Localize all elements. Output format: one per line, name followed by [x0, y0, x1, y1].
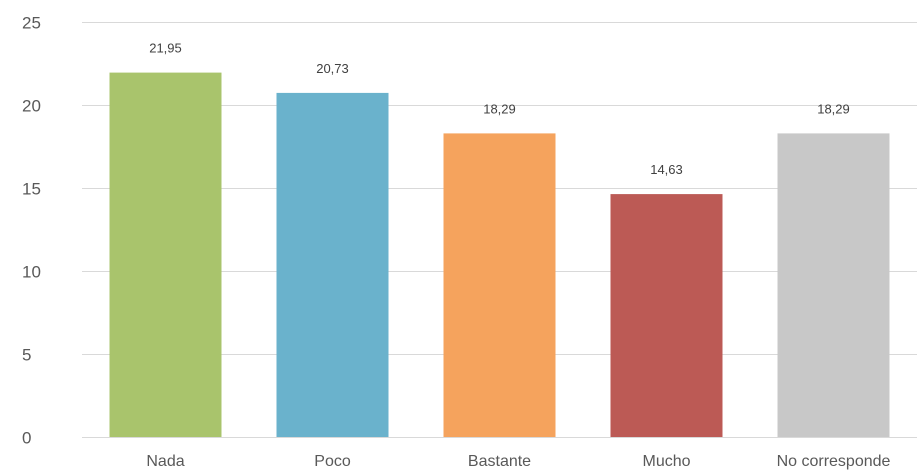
- data-label-bastante: 18,29: [483, 101, 516, 116]
- data-label-no-corresponde: 18,29: [817, 101, 850, 116]
- bar-nada: [109, 72, 222, 437]
- data-labels: 21,95 20,73 18,29 14,63 18,29: [149, 41, 850, 178]
- y-axis-tick-labels: 0 5 10 15 20 25: [22, 14, 41, 448]
- bar-mucho: [610, 194, 723, 437]
- category-label-nada: Nada: [146, 453, 184, 470]
- y-tick-label-0: 0: [22, 429, 31, 448]
- y-tick-label-10: 10: [22, 263, 41, 282]
- y-tick-label-5: 5: [22, 346, 31, 365]
- bar-no-corresponde: [777, 133, 890, 437]
- category-label-poco: Poco: [314, 453, 351, 470]
- y-tick-label-20: 20: [22, 97, 41, 116]
- y-tick-label-25: 25: [22, 14, 41, 33]
- x-axis-category-labels: Nada Poco Bastante Mucho No corresponde: [146, 453, 890, 470]
- data-label-poco: 20,73: [316, 61, 349, 76]
- category-label-bastante: Bastante: [468, 453, 531, 470]
- y-tick-label-15: 15: [22, 180, 41, 199]
- data-label-nada: 21,95: [149, 41, 182, 56]
- bar-bastante: [443, 133, 556, 437]
- data-label-mucho: 14,63: [650, 162, 683, 177]
- bar-poco: [276, 92, 389, 438]
- category-label-mucho: Mucho: [642, 453, 690, 470]
- category-label-no-corresponde: No corresponde: [777, 453, 891, 470]
- bars: [109, 72, 890, 438]
